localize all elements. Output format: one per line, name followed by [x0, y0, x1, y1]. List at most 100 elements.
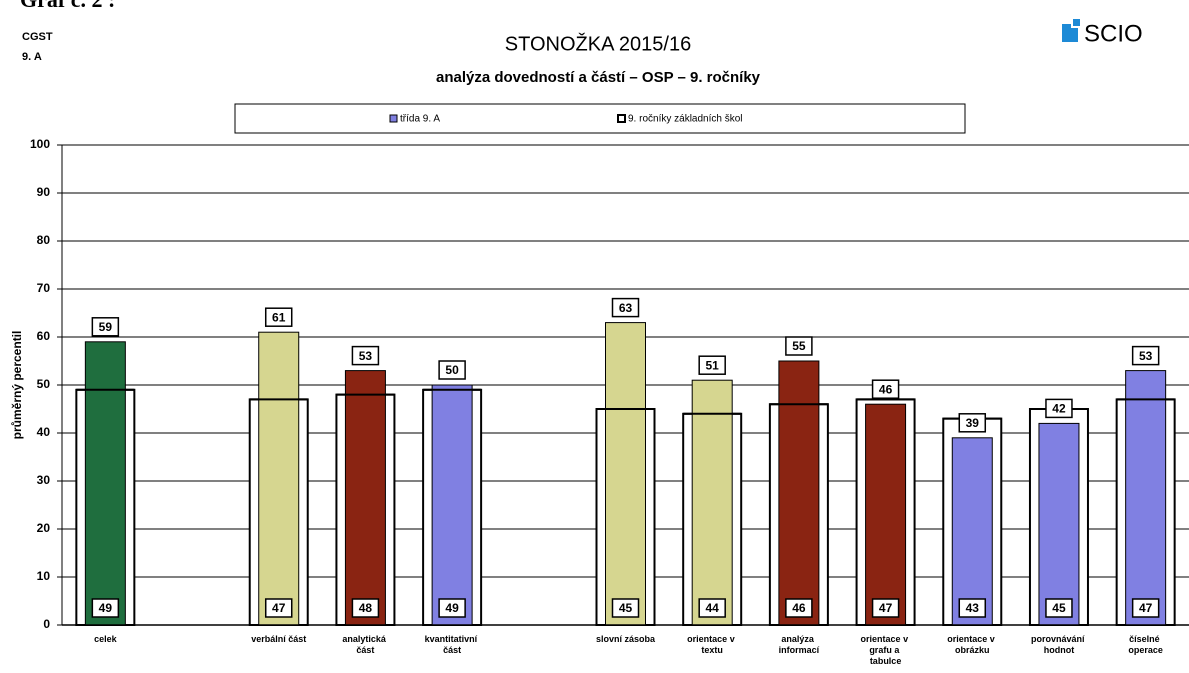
bar [344, 370, 386, 626]
school: CGST [22, 31, 53, 43]
value-label: 44 [706, 601, 720, 615]
x-tick-label-line: kvantitativní [425, 634, 480, 644]
legend-swatch [389, 114, 398, 123]
value-label-box [871, 598, 900, 618]
x-tick-label: orientace v grafu a tabulce [861, 634, 911, 666]
x-tick-label-line: obrázku [955, 645, 990, 655]
value-label-box [438, 598, 466, 618]
x-tick-label: slovní zásoba [596, 634, 656, 644]
chart-subtitle: analýza dovedností a částí – OSP – 9. ro… [436, 69, 761, 86]
logo-square [1071, 17, 1082, 28]
y-tick-label: 70 [37, 281, 51, 295]
y-tick-label: 50 [37, 377, 51, 391]
value-label: 49 [445, 601, 459, 615]
value-label-box [91, 598, 120, 618]
x-tick-label-line: orientace v [947, 634, 997, 644]
value-label: 51 [706, 358, 720, 372]
x-tick-label-line: tabulce [870, 656, 902, 666]
value-label-box [1131, 345, 1160, 366]
value-label: 47 [272, 601, 286, 615]
value-label-box [958, 413, 987, 433]
x-tick-label-line: část [443, 645, 461, 655]
value-label-box [785, 598, 813, 618]
x-tick-label-line: informací [779, 645, 820, 655]
value-label: 53 [359, 349, 373, 363]
x-tick-label-line: analytická [342, 634, 388, 644]
y-tick-label: 90 [37, 185, 51, 199]
value-label: 42 [1052, 402, 1066, 416]
value-label: 46 [879, 382, 893, 396]
value-label: 45 [619, 601, 633, 615]
value-label-box [351, 345, 380, 366]
y-tick-label: 60 [37, 329, 51, 343]
x-tick-label: orientace v textu [687, 634, 737, 655]
x-tick-label-line: část [356, 645, 374, 655]
value-label-box [611, 598, 640, 618]
bar [84, 341, 126, 626]
x-tick-label-line: číselné [1129, 634, 1162, 644]
y-tick-label: 30 [37, 473, 51, 487]
x-tick-label: porovnávání hodnot [1031, 634, 1087, 655]
bar [1125, 370, 1167, 626]
class: 9. A [22, 51, 42, 63]
value-label-box [264, 598, 293, 618]
y-tick-label: 20 [37, 521, 51, 535]
x-tick-label: analýza informací [779, 634, 820, 655]
value-label: 45 [1052, 601, 1066, 615]
chart-title: STONOŽKA 2015/16 [505, 32, 691, 55]
x-tick-label: číselné operace [1128, 634, 1163, 655]
y-axis-label: průměrný percentil [10, 331, 24, 440]
value-label: 63 [619, 301, 633, 315]
value-label-box [698, 355, 726, 375]
x-tick-label-line: celek [94, 634, 118, 644]
bar [258, 331, 300, 626]
value-label: 61 [272, 310, 286, 324]
value-label-box [871, 379, 900, 399]
value-label: 39 [966, 416, 980, 430]
x-tick-label-line: hodnot [1044, 645, 1075, 655]
x-tick-label: orientace v obrázku [947, 634, 997, 655]
logo: SCIO [1062, 17, 1143, 47]
x-tick-label-line: slovní zásoba [596, 634, 656, 644]
x-tick-label-line: porovnávání [1031, 634, 1087, 644]
legend [234, 103, 966, 134]
bar [865, 403, 907, 626]
y-tick-label: 80 [37, 233, 51, 247]
value-label: 47 [1139, 601, 1153, 615]
bar [691, 379, 733, 626]
value-label-box [785, 336, 813, 356]
value-label-box [1045, 398, 1073, 419]
x-tick-label-line: analýza [781, 634, 816, 644]
value-label: 46 [792, 601, 806, 615]
x-tick-label-line: verbální část [251, 634, 306, 644]
bar [778, 360, 820, 626]
value-label: 55 [792, 339, 806, 353]
x-tick-label-line: operace [1128, 645, 1163, 655]
bar [951, 437, 993, 626]
bar [605, 322, 646, 626]
value-label: 43 [966, 601, 980, 615]
value-label-box [438, 360, 466, 380]
x-tick-label-line: textu [701, 645, 723, 655]
x-tick-label: analytická část [342, 634, 388, 655]
bar [1038, 422, 1080, 626]
value-label: 59 [99, 320, 113, 334]
value-label-box [958, 598, 987, 618]
value-label: 50 [445, 363, 459, 377]
value-label-box [351, 598, 380, 618]
value-label: 49 [99, 601, 113, 615]
value-label-box [611, 297, 640, 318]
x-tick-label-line: orientace v [687, 634, 737, 644]
value-label-box [1045, 598, 1073, 618]
x-tick-label: verbální část [251, 634, 306, 644]
legend-label: třída 9. A [400, 114, 440, 125]
value-label-box [698, 598, 726, 618]
x-tick-label-line: grafu a [869, 645, 902, 655]
value-label: 47 [879, 601, 893, 615]
legend-swatch [617, 114, 626, 123]
y-tick-label: 10 [37, 569, 51, 583]
value-label: 48 [359, 601, 373, 615]
logo-text: SCIO [1084, 20, 1143, 47]
value-label-box [91, 317, 120, 337]
